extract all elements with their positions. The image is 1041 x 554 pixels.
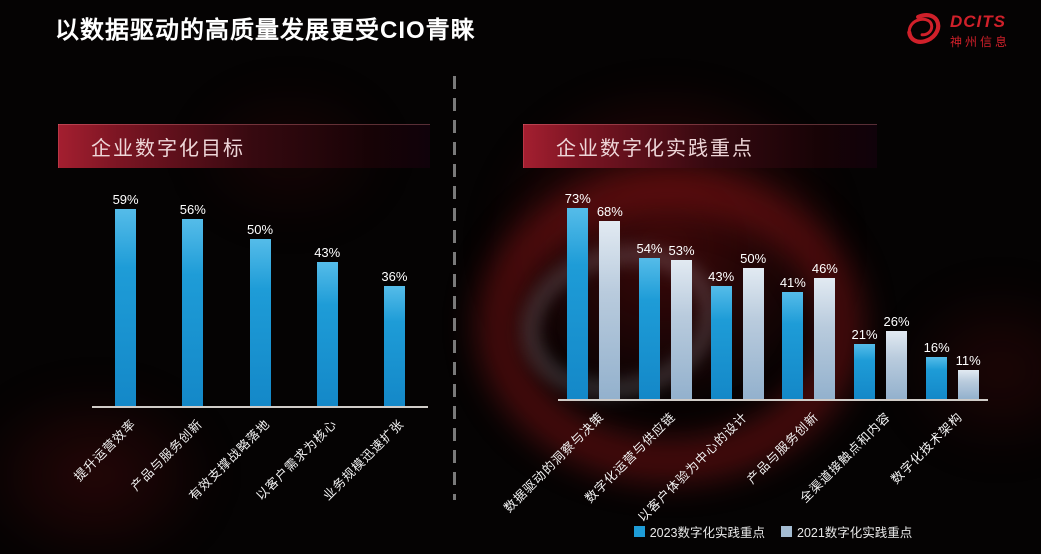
bar-group: 21% 26% xyxy=(845,315,917,399)
bar-with-label: 43% xyxy=(708,270,734,399)
bar-group: 43% 50% xyxy=(701,252,773,399)
bar xyxy=(383,286,405,406)
practice-section-header: 企业数字化实践重点 xyxy=(523,124,877,168)
practice-category-axis: 数据驱动的洞察与决策 数字化运营与供应链 以客户体验为中心的设计 产品与服务创新 全渠道… xyxy=(501,401,988,525)
value-label: 26% xyxy=(883,314,910,329)
value-label: 36% xyxy=(381,269,408,284)
category-label-text: 产品与服务创新 xyxy=(744,409,822,487)
practice-legend: 2023数字化实践重点 2021数字化实践重点 xyxy=(558,522,988,541)
logo-text: DCITS 神州信息 xyxy=(950,11,1011,51)
bar-with-label: 41% xyxy=(780,276,806,399)
bar-with-label: 59% xyxy=(113,193,139,406)
goals-chart-panel: 企业数字化目标 59% 56% 50% 43% 36% 提升运营效率 产品与服务创新 有效支… xyxy=(58,124,440,503)
value-label: 46% xyxy=(811,261,838,276)
dcits-swirl-icon xyxy=(901,9,945,54)
bar-with-label: 54% xyxy=(636,241,663,399)
value-label: 73% xyxy=(564,191,591,206)
practice-bar-plot: 73% 68% 54% 53% 43% 50% 41% 46% 21% 26% 16% 11% xyxy=(558,181,988,401)
bar xyxy=(671,260,693,399)
bar-group: 73% 68% xyxy=(558,192,630,399)
bar-group: 43% xyxy=(294,246,361,406)
bar xyxy=(886,331,908,399)
bar-group: 56% xyxy=(159,203,226,406)
legend-label-2023: 2023数字化实践重点 xyxy=(649,526,765,540)
bar-group: 50% xyxy=(226,223,293,406)
value-label: 56% xyxy=(179,202,206,217)
bar-with-label: 73% xyxy=(565,192,591,399)
value-label: 16% xyxy=(923,340,950,355)
bar xyxy=(567,208,589,399)
bar-group: 36% xyxy=(361,270,428,406)
value-label: 54% xyxy=(636,241,663,256)
bar xyxy=(638,258,660,399)
bar-with-label: 50% xyxy=(740,252,766,399)
legend-swatch-2023 xyxy=(633,526,645,537)
bar-with-label: 56% xyxy=(180,203,206,406)
bar xyxy=(742,268,764,399)
value-label: 41% xyxy=(779,275,806,290)
value-label: 68% xyxy=(596,204,623,219)
bar-group: 16% 11% xyxy=(916,341,988,399)
logo-company-text: 神州信息 xyxy=(950,35,1011,50)
bar-with-label: 26% xyxy=(884,315,910,399)
bar-with-label: 46% xyxy=(812,262,838,399)
category-label-text: 数字化技术架构 xyxy=(888,409,965,487)
value-label: 43% xyxy=(314,245,341,260)
goals-category-axis: 提升运营效率 产品与服务创新 有效支撑战略落地 以客户需求为核心 业务规模迅速扩张 xyxy=(71,408,428,528)
legend-item-2023: 2023数字化实践重点 xyxy=(633,522,765,541)
bar xyxy=(115,209,137,406)
bar-with-label: 11% xyxy=(956,354,981,399)
bar-with-label: 50% xyxy=(247,223,273,406)
bar xyxy=(814,278,836,399)
goals-bar-plot: 59% 56% 50% 43% 36% xyxy=(92,181,428,408)
bar-with-label: 43% xyxy=(314,246,340,406)
bar xyxy=(782,292,804,399)
practice-chart-panel: 企业数字化实践重点 73% 68% 54% 53% 43% 50% 41% 46% 21% 26%… xyxy=(501,124,990,540)
value-label: 59% xyxy=(112,192,139,207)
bar xyxy=(710,286,732,399)
bar-group: 41% 46% xyxy=(773,262,845,399)
bar-group: 59% xyxy=(92,193,159,406)
value-label: 11% xyxy=(955,353,981,368)
bar xyxy=(249,239,271,406)
logo: DCITS 神州信息 xyxy=(901,9,1010,54)
practice-header-label: 企业数字化实践重点 xyxy=(556,137,754,160)
value-label: 21% xyxy=(851,327,878,342)
page-title: 以数据驱动的高质量发展更受CIO青睐 xyxy=(55,17,476,44)
legend-swatch-2021 xyxy=(781,526,792,537)
bar-group: 54% 53% xyxy=(630,242,702,399)
bar xyxy=(599,221,621,399)
legend-label-2021: 2021数字化实践重点 xyxy=(797,526,913,540)
bar xyxy=(957,370,979,399)
bar-with-label: 16% xyxy=(924,341,950,399)
goals-section-header: 企业数字化目标 xyxy=(58,124,430,168)
bar-with-label: 53% xyxy=(669,244,695,399)
value-label: 50% xyxy=(246,222,274,237)
legend-item-2021: 2021数字化实践重点 xyxy=(781,522,912,541)
bar xyxy=(316,262,338,406)
logo-brand-text: DCITS xyxy=(950,11,1006,31)
bar-with-label: 36% xyxy=(381,270,407,406)
bar-with-label: 68% xyxy=(597,205,623,399)
value-label: 43% xyxy=(708,269,735,284)
bar xyxy=(926,357,948,399)
value-label: 50% xyxy=(740,251,767,266)
goals-header-label: 企业数字化目标 xyxy=(91,137,245,160)
bar xyxy=(182,219,204,406)
section-divider-dashed-line xyxy=(453,76,456,500)
value-label: 53% xyxy=(668,243,695,258)
bar xyxy=(854,344,875,399)
bar-with-label: 21% xyxy=(851,327,878,399)
category-label-text: 提升运营效率 xyxy=(71,416,139,485)
